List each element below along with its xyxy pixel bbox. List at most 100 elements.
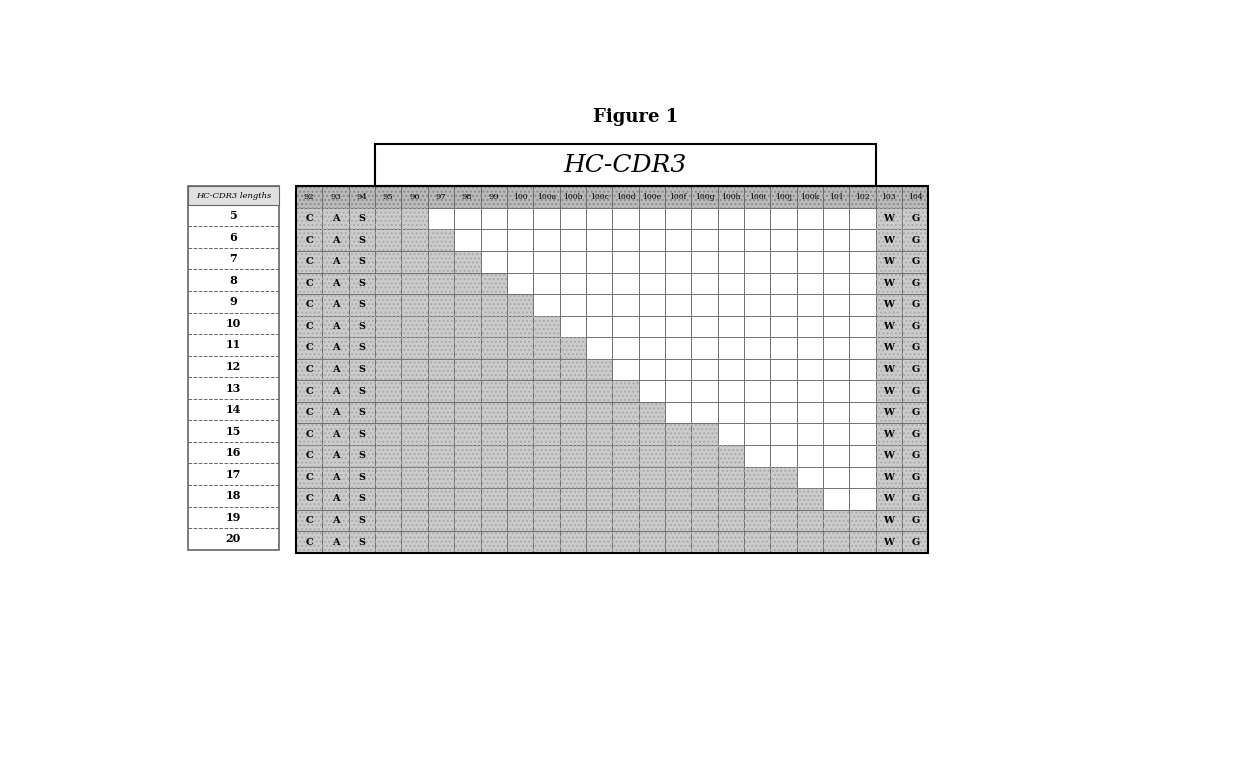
Bar: [744, 488, 770, 510]
Text: S: S: [358, 322, 366, 331]
Bar: [374, 186, 402, 208]
Bar: [903, 359, 929, 380]
Bar: [507, 424, 533, 445]
Bar: [507, 402, 533, 424]
Bar: [322, 230, 348, 251]
Bar: [507, 294, 533, 316]
Bar: [559, 359, 585, 380]
Bar: [770, 510, 797, 532]
Bar: [402, 424, 428, 445]
Bar: [849, 251, 875, 272]
Bar: [770, 402, 797, 424]
Bar: [875, 208, 903, 230]
Text: W: W: [883, 516, 894, 525]
Bar: [692, 316, 718, 338]
Text: S: S: [358, 344, 366, 352]
Bar: [507, 466, 533, 488]
Bar: [481, 294, 507, 316]
Bar: [797, 380, 823, 402]
Bar: [533, 445, 559, 466]
Bar: [296, 316, 322, 338]
Text: 96: 96: [409, 193, 420, 201]
Bar: [296, 272, 322, 294]
Bar: [374, 424, 402, 445]
Text: C: C: [305, 214, 312, 223]
Bar: [903, 251, 929, 272]
Bar: [402, 359, 428, 380]
Bar: [692, 208, 718, 230]
Bar: [639, 402, 665, 424]
Bar: [823, 402, 849, 424]
Bar: [665, 230, 692, 251]
Bar: [322, 294, 348, 316]
Text: G: G: [911, 408, 919, 417]
Bar: [613, 532, 639, 553]
Text: 100c: 100c: [590, 193, 609, 201]
Bar: [718, 445, 744, 466]
Bar: [718, 380, 744, 402]
Bar: [374, 294, 402, 316]
Bar: [322, 316, 348, 338]
Bar: [744, 466, 770, 488]
Bar: [454, 532, 481, 553]
Bar: [428, 445, 454, 466]
Bar: [402, 316, 428, 338]
Bar: [402, 272, 428, 294]
Bar: [481, 424, 507, 445]
Bar: [613, 445, 639, 466]
Text: 101: 101: [828, 193, 843, 201]
Bar: [587, 251, 613, 272]
Text: 100f: 100f: [670, 193, 687, 201]
Bar: [903, 532, 929, 553]
Bar: [903, 424, 929, 445]
Bar: [770, 466, 797, 488]
Text: S: S: [358, 386, 366, 396]
Bar: [481, 208, 507, 230]
Bar: [533, 532, 559, 553]
Bar: [296, 402, 322, 424]
Bar: [613, 402, 639, 424]
Bar: [823, 251, 849, 272]
Bar: [428, 488, 454, 510]
Bar: [613, 402, 639, 424]
Bar: [296, 186, 322, 208]
Text: A: A: [332, 236, 340, 244]
Bar: [718, 510, 744, 532]
Text: C: C: [305, 494, 312, 504]
Text: G: G: [911, 473, 919, 482]
Bar: [454, 402, 481, 424]
Bar: [587, 380, 613, 402]
Bar: [797, 466, 823, 488]
Bar: [665, 316, 692, 338]
Bar: [849, 402, 875, 424]
Bar: [639, 251, 665, 272]
Bar: [296, 488, 322, 510]
Bar: [454, 338, 481, 359]
Bar: [533, 466, 559, 488]
Bar: [481, 532, 507, 553]
Bar: [374, 532, 402, 553]
Bar: [613, 510, 639, 532]
Text: 98: 98: [463, 193, 472, 201]
Bar: [348, 316, 374, 338]
Bar: [639, 186, 665, 208]
Bar: [428, 338, 454, 359]
Bar: [402, 272, 428, 294]
Bar: [692, 294, 718, 316]
Bar: [875, 338, 903, 359]
Bar: [374, 186, 402, 208]
Bar: [718, 532, 744, 553]
Bar: [718, 230, 744, 251]
Bar: [692, 532, 718, 553]
Bar: [744, 316, 770, 338]
Bar: [903, 488, 929, 510]
Bar: [348, 488, 374, 510]
Bar: [770, 251, 797, 272]
Bar: [692, 230, 718, 251]
Bar: [374, 466, 402, 488]
Bar: [402, 466, 428, 488]
Text: S: S: [358, 473, 366, 482]
Bar: [507, 359, 533, 380]
Bar: [533, 338, 559, 359]
Bar: [718, 208, 744, 230]
